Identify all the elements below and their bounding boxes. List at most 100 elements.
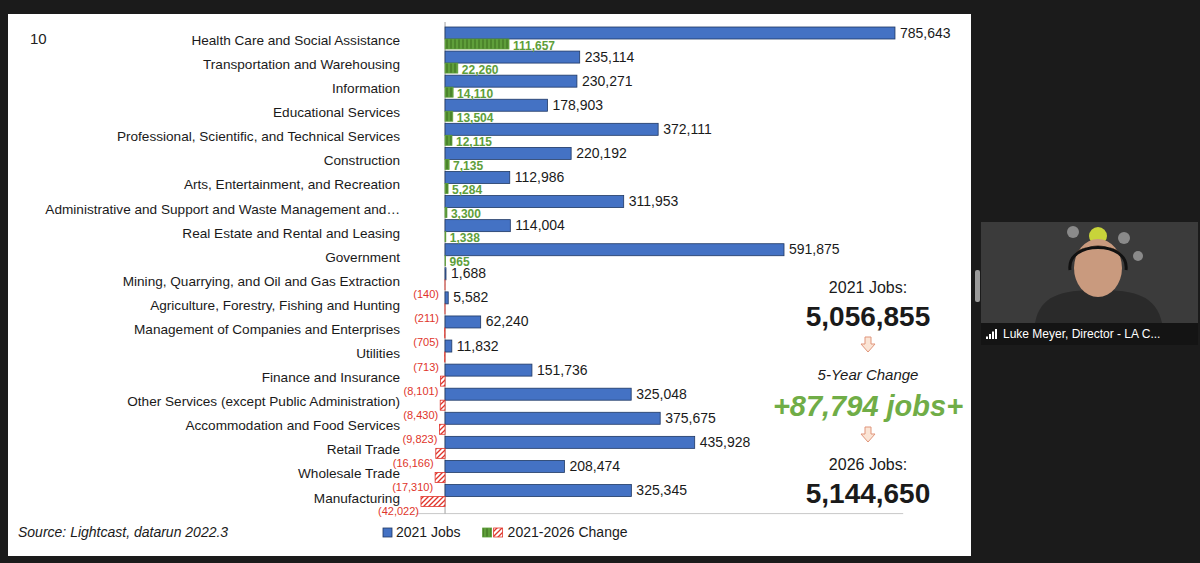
bar	[445, 75, 577, 87]
data-label: 435,928	[700, 434, 751, 450]
data-label: 178,903	[552, 97, 603, 113]
bar	[445, 292, 448, 304]
bar	[445, 123, 658, 135]
category-label: Utilities	[356, 346, 400, 361]
category-label: Information	[332, 81, 400, 96]
bar	[445, 111, 453, 121]
data-label: 235,114	[585, 49, 635, 65]
data-label: 372,111	[663, 121, 712, 137]
bar	[435, 472, 445, 482]
bar	[445, 159, 449, 169]
webcam-tile: Luke Meyer, Director - LA C...	[981, 222, 1198, 345]
bar	[444, 304, 445, 314]
legend-swatch	[494, 528, 503, 537]
signal-bar	[989, 334, 991, 339]
category-label: Health Care and Social Assistance	[191, 33, 400, 48]
category-label: Accommodation and Food Services	[185, 418, 400, 433]
bar	[445, 436, 695, 448]
slide	[8, 14, 971, 556]
bar	[445, 364, 532, 376]
webcam-decor	[1118, 232, 1130, 244]
data-label: 230,271	[582, 73, 633, 89]
legend-label: 2021-2026 Change	[508, 524, 628, 540]
data-label: 325,345	[636, 482, 687, 498]
data-label: (705)	[413, 336, 439, 348]
bar	[444, 328, 445, 338]
slide-number: 10	[30, 30, 47, 47]
category-label: Real Estate and Rental and Leasing	[182, 226, 400, 241]
bar	[440, 400, 445, 410]
bar	[440, 376, 445, 386]
data-label: 1,338	[450, 231, 480, 245]
data-label: (211)	[414, 312, 439, 324]
data-label: (42,022)	[378, 505, 419, 517]
data-label: 5,284	[452, 183, 482, 197]
value-axis-line	[416, 513, 903, 514]
page: Industry jobs chart html, body { margin:…	[0, 0, 1200, 563]
bar	[445, 171, 510, 183]
summary-label: 2021 Jobs:	[829, 279, 907, 296]
data-label: 311,953	[629, 193, 679, 209]
category-label: Transportation and Warehousing	[203, 57, 400, 72]
category-label: Management of Companies and Enterprises	[134, 322, 400, 337]
bar	[444, 280, 445, 290]
category-label: Agriculture, Forestry, Fishing and Hunti…	[150, 298, 400, 313]
bar	[445, 208, 447, 218]
presenter-name: Luke Meyer, Director - LA C...	[1003, 327, 1160, 341]
category-labels: Health Care and Social Assistance Transpo…	[45, 33, 400, 506]
category-label: Mining, Quarrying, and Oil and Gas Extra…	[123, 274, 400, 289]
screen-background	[0, 0, 1200, 563]
bar	[445, 183, 448, 193]
bar	[445, 485, 631, 497]
bar	[445, 268, 447, 280]
headset	[1070, 248, 1126, 271]
data-label: 62,240	[486, 313, 529, 329]
category-label: Government	[325, 250, 400, 265]
bar	[445, 316, 481, 328]
data-label: (713)	[413, 361, 439, 373]
data-label: 13,504	[457, 111, 494, 125]
bar	[445, 460, 564, 472]
data-label: 12,115	[456, 135, 492, 149]
bars	[421, 27, 895, 507]
data-label: 111,657	[513, 39, 555, 53]
bar	[445, 27, 895, 39]
name-bar	[981, 323, 1198, 345]
bar	[445, 87, 453, 97]
legend-swatch	[483, 528, 492, 537]
webcam-decor	[1067, 226, 1079, 238]
bar	[445, 340, 452, 352]
data-label: (140)	[413, 288, 439, 300]
data-label: 220,192	[576, 145, 627, 161]
data-label: 11,832	[457, 338, 499, 354]
bar	[445, 244, 784, 256]
data-labels: 785,643111,657235,11422,260230,27114,110…	[378, 25, 951, 518]
summary-label: 5-Year Change	[818, 366, 919, 383]
category-label: Professional, Scientific, and Technical …	[117, 129, 400, 144]
webcam-decor	[1133, 251, 1143, 261]
summary-value: 5,144,650	[806, 478, 931, 509]
bar	[445, 412, 660, 424]
bar	[421, 497, 445, 507]
bar	[439, 424, 445, 434]
data-label: 7,135	[453, 159, 483, 173]
data-label: (9,823)	[403, 433, 438, 445]
signal-bar	[995, 329, 997, 339]
bar	[445, 63, 458, 73]
bar	[445, 147, 571, 159]
data-label: 14,110	[457, 87, 493, 101]
category-label: Educational Services	[273, 105, 400, 120]
legend-label: 2021 Jobs	[396, 524, 461, 540]
bar	[445, 388, 631, 400]
bar	[445, 196, 624, 208]
category-label: Arts, Entertainment, and Recreation	[184, 177, 400, 192]
bar	[445, 232, 447, 242]
scrollbar	[975, 270, 980, 302]
data-label: 1,688	[451, 265, 486, 281]
bar	[445, 99, 547, 111]
category-label: Manufacturing	[314, 491, 400, 506]
category-label: Retail Trade	[327, 442, 400, 457]
page-body: {"chart_data": { "type": "bar", "orienta…	[0, 0, 1200, 563]
summary-label: 2026 Jobs:	[829, 456, 907, 473]
data-label: 591,875	[789, 241, 840, 257]
